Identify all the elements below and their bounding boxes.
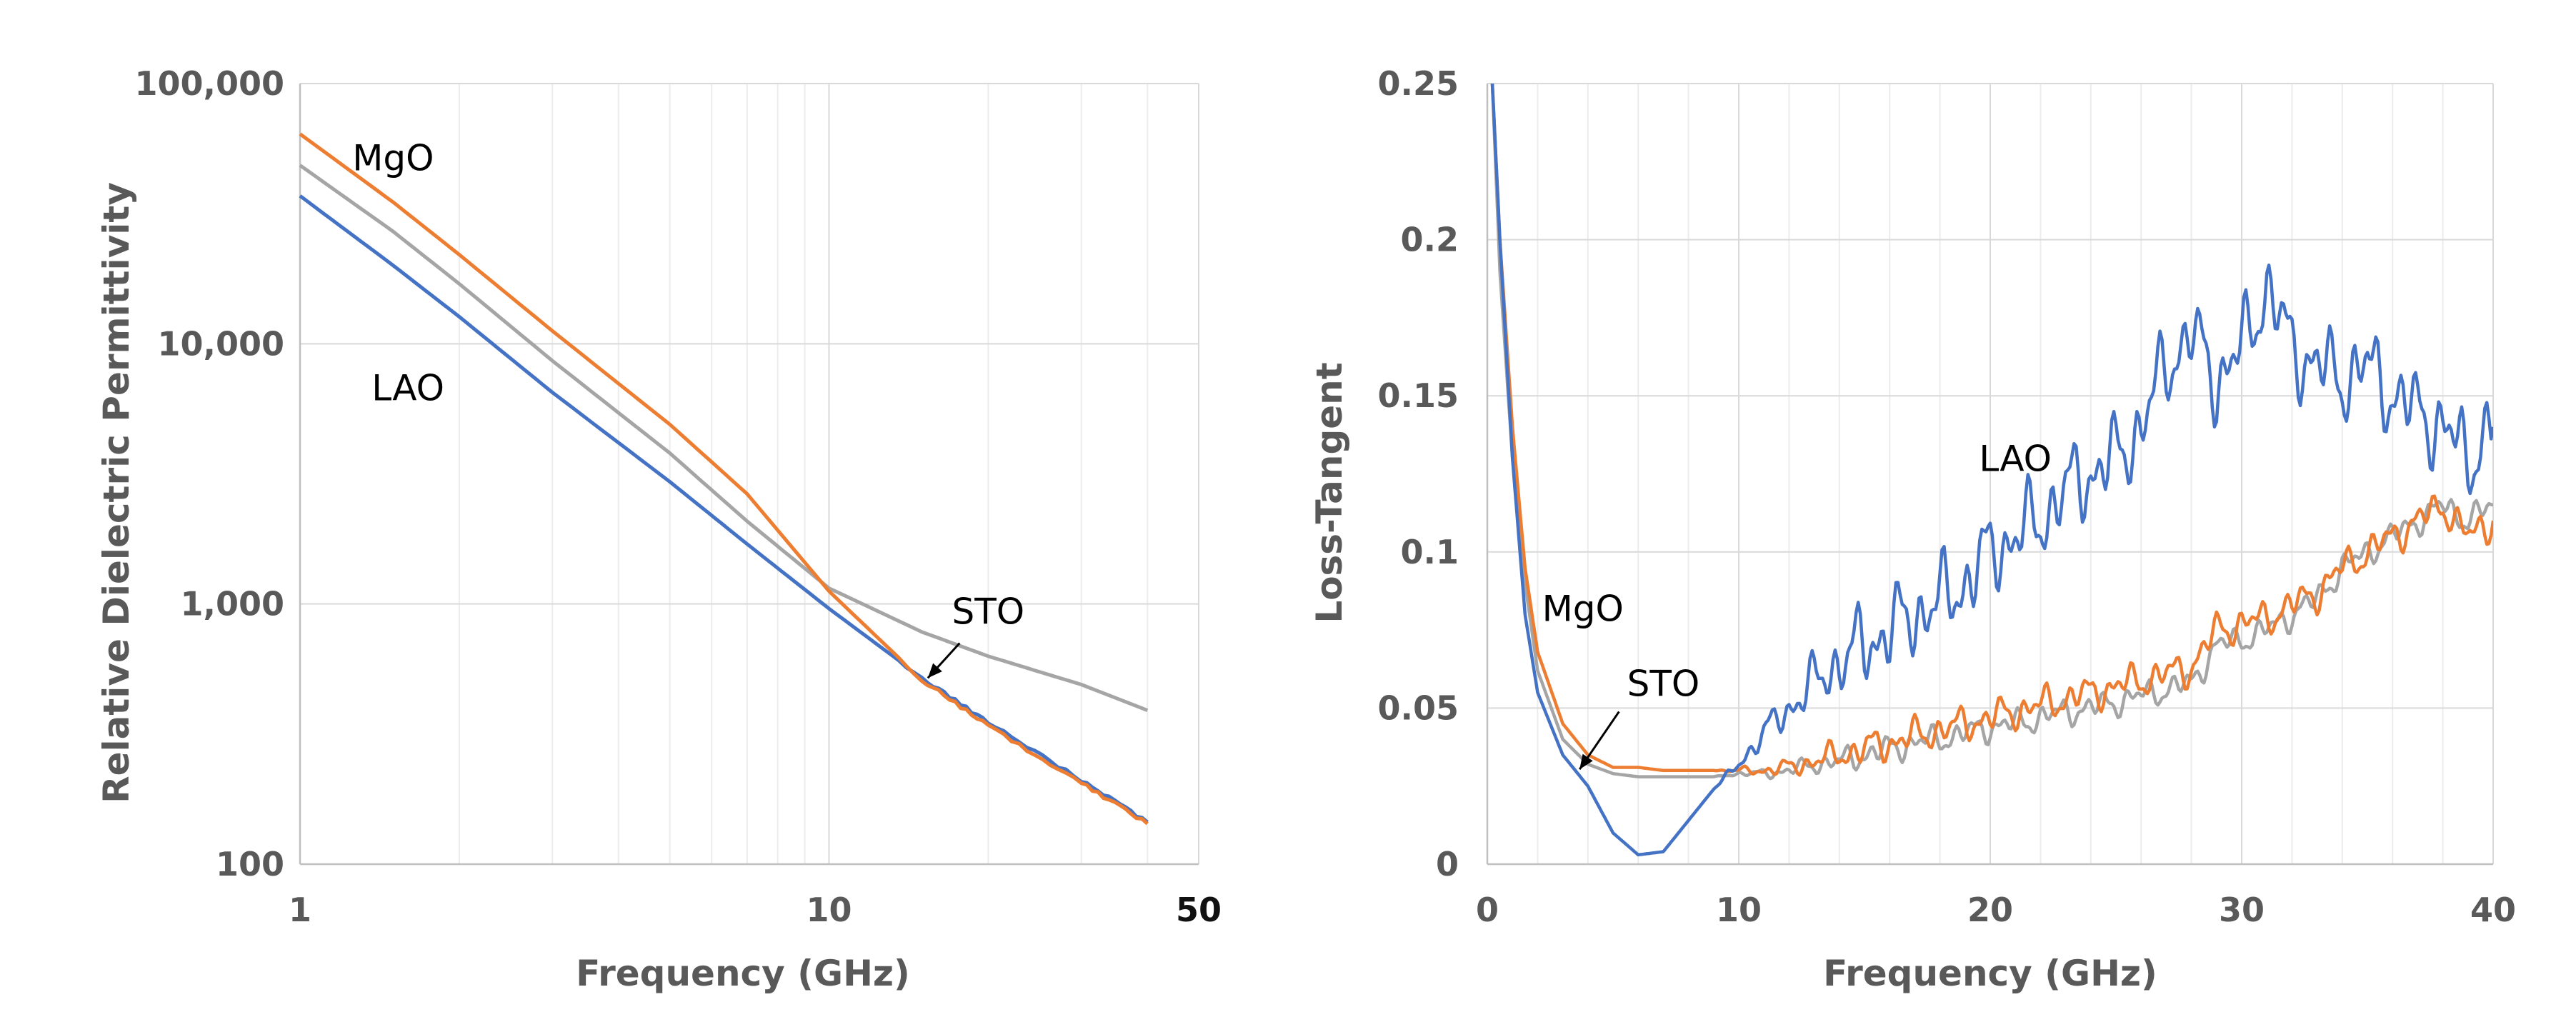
left-tick-labels: 1 10 50 100 1,000 10,000 100,000 [134,64,1222,929]
right-y-axis-label: Loss-Tangent [1309,362,1350,623]
right-series [1490,84,2493,857]
right-y-tick-label: 0.25 [1378,64,1459,103]
left-x-tick-label: 1 [289,891,311,929]
left-grid [299,83,1199,866]
left-annotations: MgO LAO STO [352,137,1025,679]
right-annotation-mgo: MgO [1542,588,1624,629]
right-annotation-sto: STO [1627,663,1700,704]
right-y-tick-label: 0.1 [1401,533,1459,571]
left-x-axis-label: Frequency (GHz) [576,953,910,994]
left-y-tick-label: 1,000 [180,585,284,623]
right-series-line-mgo [1490,84,2493,777]
right-grid [1486,83,2494,866]
right-annotation-lao: LAO [1979,439,2052,480]
right-y-tick-label: 0.05 [1378,688,1459,727]
right-x-tick-label: 0 [1476,891,1499,929]
right-y-tick-label: 0.15 [1378,376,1459,415]
left-y-tick-label: 10,000 [157,324,284,363]
left-annotation-lao: LAO [371,367,444,409]
right-y-tick-label: 0.2 [1401,221,1459,259]
right-annotation-arrowhead [1579,753,1593,770]
left-y-axis-label: Relative Dielectric Permittivity [96,182,137,803]
right-x-tick-label: 30 [2219,891,2265,929]
loss-tangent-chart: 0 10 20 30 40 0 0.05 0.1 0.15 0.2 0.25 Frequency (… [1309,64,2516,994]
left-x-tick-label: 50 [1176,891,1222,929]
right-tick-labels: 0 10 20 30 40 0 0.05 0.1 0.15 0.2 0.25 [1378,64,2517,929]
right-x-axis-label: Frequency (GHz) [1823,953,2157,994]
left-annotation-arrowhead [927,663,942,678]
right-x-tick-label: 10 [1716,891,1762,929]
right-x-tick-label: 40 [2470,891,2516,929]
left-y-tick-label: 100 [216,845,284,883]
right-x-tick-label: 20 [1967,891,2013,929]
left-series-line-lao [299,194,1149,824]
left-series-line-mgo [299,132,1149,826]
left-series-line-sto [299,164,1149,713]
left-x-tick-label: 10 [806,891,852,929]
left-y-tick-label: 100,000 [134,64,284,103]
left-series [299,132,1149,826]
right-series-line-lao [1490,84,2493,857]
left-annotation-mgo: MgO [352,137,434,179]
permittivity-chart: 1 10 50 100 1,000 10,000 100,000 Frequency (GH… [96,64,1222,994]
left-annotation-sto: STO [952,591,1025,632]
right-y-tick-label: 0 [1436,845,1459,883]
